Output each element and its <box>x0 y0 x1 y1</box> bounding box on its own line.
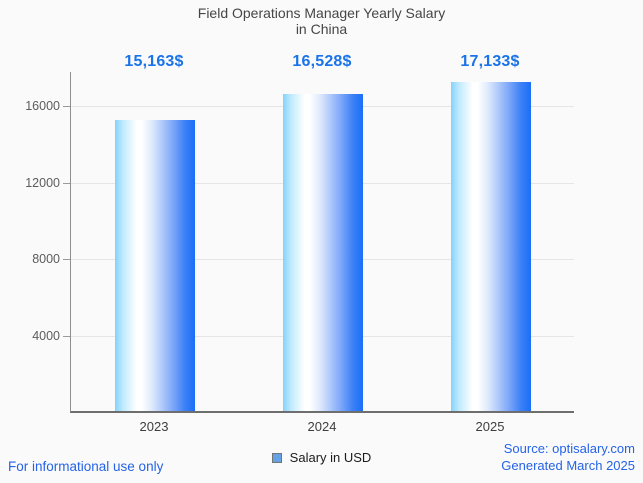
bar-2023[interactable] <box>115 120 195 411</box>
x-axis-label-2023: 2023 <box>139 419 169 434</box>
disclaimer-text: For informational use only <box>8 459 164 474</box>
source-link[interactable]: Source: optisalary.com <box>503 441 635 456</box>
legend[interactable]: Salary in USD <box>0 450 643 465</box>
generated-date: Generated March 2025 <box>501 458 635 473</box>
value-label-2024: 16,528$ <box>292 53 352 70</box>
bar-2024[interactable] <box>283 93 363 411</box>
y-axis-label: 16000 <box>25 98 60 113</box>
value-label-2023: 15,163$ <box>124 53 184 70</box>
x-axis-label-2024: 2024 <box>307 419 337 434</box>
source-block: Source: optisalary.com Generated March 2… <box>501 440 635 474</box>
chart-title: Field Operations Manager Yearly Salary <box>197 5 446 21</box>
y-axis-label: 8000 <box>32 252 60 267</box>
y-axis-tick <box>63 259 70 261</box>
y-axis-tick <box>63 336 70 338</box>
bar-2025[interactable] <box>451 82 531 411</box>
y-axis-tick <box>63 105 70 107</box>
y-axis-label: 4000 <box>32 329 60 344</box>
chart-title-block: Field Operations Manager Yearly Salary i… <box>0 5 643 37</box>
chart-subtitle: in China <box>295 21 348 37</box>
y-axis-tick <box>63 182 70 184</box>
value-label-2025: 17,133$ <box>460 53 520 70</box>
legend-swatch-icon <box>271 452 282 463</box>
plot-area <box>63 72 574 413</box>
y-axis-label: 12000 <box>25 175 60 190</box>
legend-label: Salary in USD <box>289 450 372 465</box>
x-axis-label-2025: 2025 <box>475 419 505 434</box>
